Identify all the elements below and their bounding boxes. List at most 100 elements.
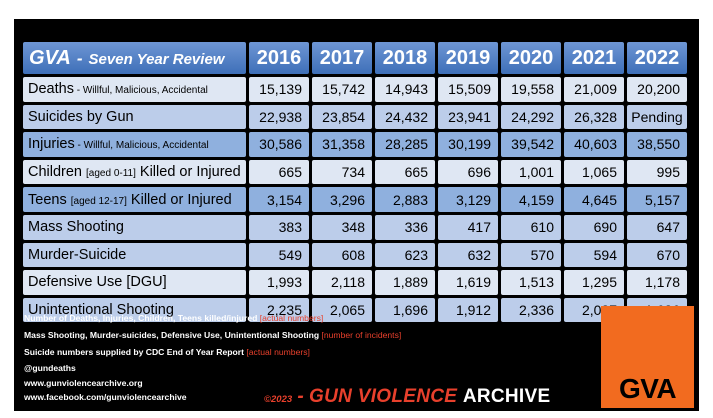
table-cell: 20,200 [627,77,687,102]
title-review: Seven Year Review [88,50,225,68]
row-label-main: Suicides by Gun [28,108,134,125]
table-cell: 15,509 [438,77,498,102]
table-cell: 665 [375,159,435,185]
table-row: Deaths - Willful, Malicious, Accidental 1… [23,77,687,102]
table-cell: 4,159 [501,187,561,212]
row-label-main: Teens [28,191,71,208]
table-cell: 1,889 [375,270,435,295]
table-cell: 995 [627,159,687,185]
row-label: Teens [aged 12-17] Killed or Injured [23,187,246,212]
table-cell: 670 [627,242,687,268]
table-title: GVA - Seven Year Review [23,42,246,74]
row-label-main: Mass Shooting [28,219,124,236]
table-cell: 4,645 [564,187,624,212]
facebook-link[interactable]: www.facebook.com/gunviolencearchive [24,392,187,402]
table-cell: 336 [375,214,435,240]
table-row: Murder-Suicide 549 608 623 632 570 594 670 [23,242,687,268]
table-cell: 696 [438,159,498,185]
table-cell: 40,603 [564,132,624,157]
row-label-qualifier: [aged 0-11] [86,168,136,180]
footnote-line: Suicide numbers supplied by CDC End of Y… [24,347,310,357]
year-header: 2018 [375,42,435,74]
row-label-main: Defensive Use [DGU] [28,274,167,291]
table-cell: 1,912 [438,297,498,323]
table-cell: 30,199 [438,132,498,157]
footer-brand: ©2023 - GUN VIOLENCE ARCHIVE [264,386,550,408]
table-cell: 383 [249,214,309,240]
table-cell: 594 [564,242,624,268]
copyright: ©2023 [264,394,293,405]
twitter-handle: @gundeaths [24,363,76,373]
table-cell: 1,513 [501,270,561,295]
table-cell: 549 [249,242,309,268]
table-cell: 28,285 [375,132,435,157]
title-gva: GVA [29,46,71,69]
table-cell: 1,696 [375,297,435,323]
table-cell: Pending [627,104,687,130]
logo-text: GVA [618,373,677,404]
row-label-main: Unintentional Shooting [28,302,174,319]
table-cell: 23,854 [312,104,372,130]
table-cell: 3,296 [312,187,372,212]
website-link[interactable]: www.gunviolencearchive.org [24,377,143,388]
contact-info: @gundeaths www.gunviolencearchive.org ww… [24,361,187,405]
table-row: Suicides by Gun 22,938 23,854 24,432 23,941 2… [23,104,687,130]
table-cell: 1,065 [564,159,624,185]
table-cell: 1,295 [564,270,624,295]
row-label: Deaths - Willful, Malicious, Accidental [23,77,246,102]
row-label: Injuries - Willful, Malicious, Accidenta… [23,132,246,157]
footer-dash: - [292,386,310,407]
year-header: 2021 [564,42,624,74]
table-cell: 348 [312,214,372,240]
year-header: 2016 [249,42,309,74]
table-cell: 647 [627,214,687,240]
footnote-line: Number of Deaths, Injuries, Children, Te… [24,313,324,323]
row-label-suffix: Killed or Injured [126,191,232,208]
gva-logo: GVA [601,306,694,408]
table-cell: 608 [312,242,372,268]
table-row: Children [aged 0-11] Killed or Injured 66… [23,159,687,185]
table-cell: 31,358 [312,132,372,157]
table-cell: 1,993 [249,270,309,295]
table-cell: 734 [312,159,372,185]
row-label: Defensive Use [DGU] [23,270,246,295]
header-row: GVA - Seven Year Review 2016 2017 2018 201… [23,42,687,74]
table-cell: 2,118 [312,270,372,295]
table-cell: 21,009 [564,77,624,102]
table-cell: 623 [375,242,435,268]
table-row: Mass Shooting 383 348 336 417 610 690 647 [23,214,687,240]
table-cell: 2,883 [375,187,435,212]
table-cell: 1,619 [438,270,498,295]
table-row: Teens [aged 12-17] Killed or Injured 3,15… [23,187,687,212]
table-cell: 23,941 [438,104,498,130]
table-cell: 632 [438,242,498,268]
table-cell: 39,542 [501,132,561,157]
table-cell: 3,154 [249,187,309,212]
table-cell: 19,558 [501,77,561,102]
row-label-main: Injuries [28,136,75,153]
row-label-qualifier: - Willful, Malicious, Accidental [74,140,209,152]
row-label-main: Deaths [28,81,74,98]
row-label-main: Children [28,164,87,181]
table-cell: 417 [438,214,498,240]
table-cell: 15,742 [312,77,372,102]
table-cell: 665 [249,159,309,185]
review-table: GVA - Seven Year Review 2016 2017 2018 201… [20,39,690,325]
year-header: 2019 [438,42,498,74]
row-label-suffix: Killed or Injured [135,164,241,181]
row-label-qualifier: [aged 12-17] [70,195,127,207]
table-cell: 1,178 [627,270,687,295]
table-cell: 690 [564,214,624,240]
footer-name-red: GUN VIOLENCE [309,386,463,407]
table-cell: 22,938 [249,104,309,130]
footnotes: Number of Deaths, Injuries, Children, Te… [24,310,401,361]
year-header: 2017 [312,42,372,74]
year-header: 2022 [627,42,687,74]
table-cell: 2,336 [501,297,561,323]
row-label: Suicides by Gun [23,104,246,130]
footnote-line: Mass Shooting, Murder-suicides, Defensiv… [24,330,402,340]
table-cell: 610 [501,214,561,240]
table-row: Injuries - Willful, Malicious, Accidenta… [23,132,687,157]
table-row: Defensive Use [DGU] 1,993 2,118 1,889 1,619 1… [23,270,687,295]
